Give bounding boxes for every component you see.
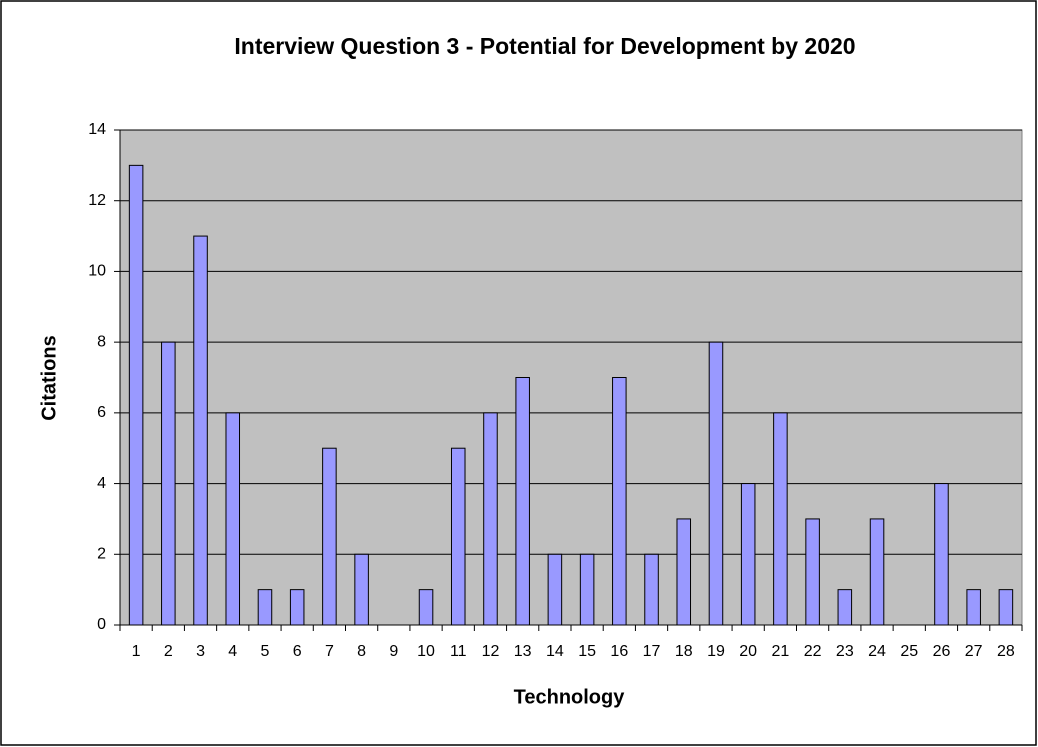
y-tick-label: 8 xyxy=(97,333,106,350)
x-tick-label: 15 xyxy=(578,643,596,660)
x-tick-label: 11 xyxy=(450,643,467,660)
bar xyxy=(354,553,369,626)
bar xyxy=(708,341,724,626)
y-tick-label: 0 xyxy=(97,616,106,633)
x-tick-label: 5 xyxy=(261,643,270,660)
chart-title: Interview Question 3 - Potential for Dev… xyxy=(234,33,855,59)
y-tick-label: 6 xyxy=(97,404,106,421)
bar xyxy=(869,518,885,626)
x-tick-label: 20 xyxy=(739,643,757,660)
y-axis-label: Citations xyxy=(38,335,60,421)
bar xyxy=(612,377,627,626)
x-tick-label: 22 xyxy=(804,643,822,660)
y-tick-label: 10 xyxy=(88,263,106,280)
bar xyxy=(837,589,853,626)
x-tick-label: 24 xyxy=(868,643,886,660)
x-tick-label: 19 xyxy=(707,643,725,660)
bar xyxy=(515,377,530,626)
x-axis-label: Technology xyxy=(514,686,626,708)
bar xyxy=(322,447,337,626)
x-tick-label: 27 xyxy=(965,643,983,660)
bar xyxy=(966,589,981,626)
bar xyxy=(418,589,434,626)
y-tick-label: 4 xyxy=(97,475,106,492)
bar xyxy=(676,518,692,626)
x-tick-label: 26 xyxy=(933,643,951,660)
x-tick-label: 12 xyxy=(482,643,500,660)
x-tick-label: 17 xyxy=(643,643,661,660)
x-tick-label: 7 xyxy=(325,643,334,660)
x-tick-label: 9 xyxy=(389,643,398,660)
x-tick-label: 3 xyxy=(196,643,205,660)
bar xyxy=(289,589,305,626)
x-tick-label: 8 xyxy=(357,643,366,660)
x-tick-label: 4 xyxy=(228,643,237,660)
x-tick-label: 16 xyxy=(610,643,628,660)
x-tick-label: 21 xyxy=(771,643,789,660)
bar xyxy=(740,483,756,626)
bar xyxy=(579,553,595,626)
bar xyxy=(773,412,788,626)
plot-area xyxy=(119,129,1023,626)
x-tick-label: 6 xyxy=(293,643,302,660)
bar xyxy=(483,412,498,626)
x-tick-label: 28 xyxy=(997,643,1015,660)
bar xyxy=(934,483,949,626)
bar xyxy=(450,447,466,626)
bar xyxy=(161,341,176,626)
bar xyxy=(805,518,820,626)
y-tick-label: 2 xyxy=(97,546,106,563)
x-tick-label: 1 xyxy=(132,643,141,660)
x-tick-label: 25 xyxy=(900,643,918,660)
x-tick-label: 23 xyxy=(836,643,854,660)
y-tick-label: 12 xyxy=(88,192,106,209)
x-tick-label: 13 xyxy=(514,643,532,660)
y-tick-label: 14 xyxy=(88,121,106,138)
bar xyxy=(998,589,1014,626)
bar xyxy=(644,553,659,626)
x-tick-label: 14 xyxy=(546,643,564,660)
bar xyxy=(257,589,273,626)
x-tick-label: 18 xyxy=(675,643,693,660)
bar xyxy=(225,412,241,626)
x-tick-label: 10 xyxy=(417,643,435,660)
bar xyxy=(193,235,208,626)
bar xyxy=(547,553,563,626)
bar xyxy=(128,164,144,626)
x-tick-label: 2 xyxy=(164,643,173,660)
